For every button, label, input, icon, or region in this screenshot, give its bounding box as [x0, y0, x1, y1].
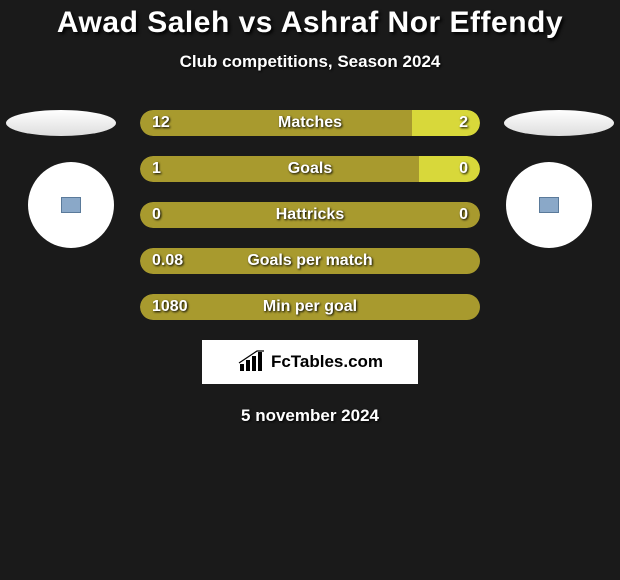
flag-left — [6, 110, 116, 136]
stat-label: Goals per match — [140, 248, 480, 274]
stat-row: 0.08Goals per match — [140, 248, 480, 274]
stat-row: 00Hattricks — [140, 202, 480, 228]
stats-area: 122Matches 10Goals 00Hattricks 0.08Goals pe… — [0, 110, 620, 320]
page-title: Awad Saleh vs Ashraf Nor Effendy — [0, 6, 620, 40]
stat-label: Goals — [140, 156, 480, 182]
avatar-right — [506, 162, 592, 248]
placeholder-icon — [539, 197, 559, 213]
stat-row: 10Goals — [140, 156, 480, 182]
stat-label: Matches — [140, 110, 480, 136]
flag-right — [504, 110, 614, 136]
bar-chart-icon — [237, 350, 267, 374]
stat-row: 122Matches — [140, 110, 480, 136]
stat-row: 1080Min per goal — [140, 294, 480, 320]
page-subtitle: Club competitions, Season 2024 — [0, 52, 620, 72]
placeholder-icon — [61, 197, 81, 213]
comparison-bars: 122Matches 10Goals 00Hattricks 0.08Goals pe… — [140, 110, 480, 320]
stat-label: Min per goal — [140, 294, 480, 320]
brand-box: FcTables.com — [202, 340, 418, 384]
brand-label: FcTables.com — [271, 352, 383, 372]
date-label: 5 november 2024 — [0, 406, 620, 426]
infographic-root: Awad Saleh vs Ashraf Nor Effendy Club co… — [0, 0, 620, 426]
avatar-left — [28, 162, 114, 248]
stat-label: Hattricks — [140, 202, 480, 228]
